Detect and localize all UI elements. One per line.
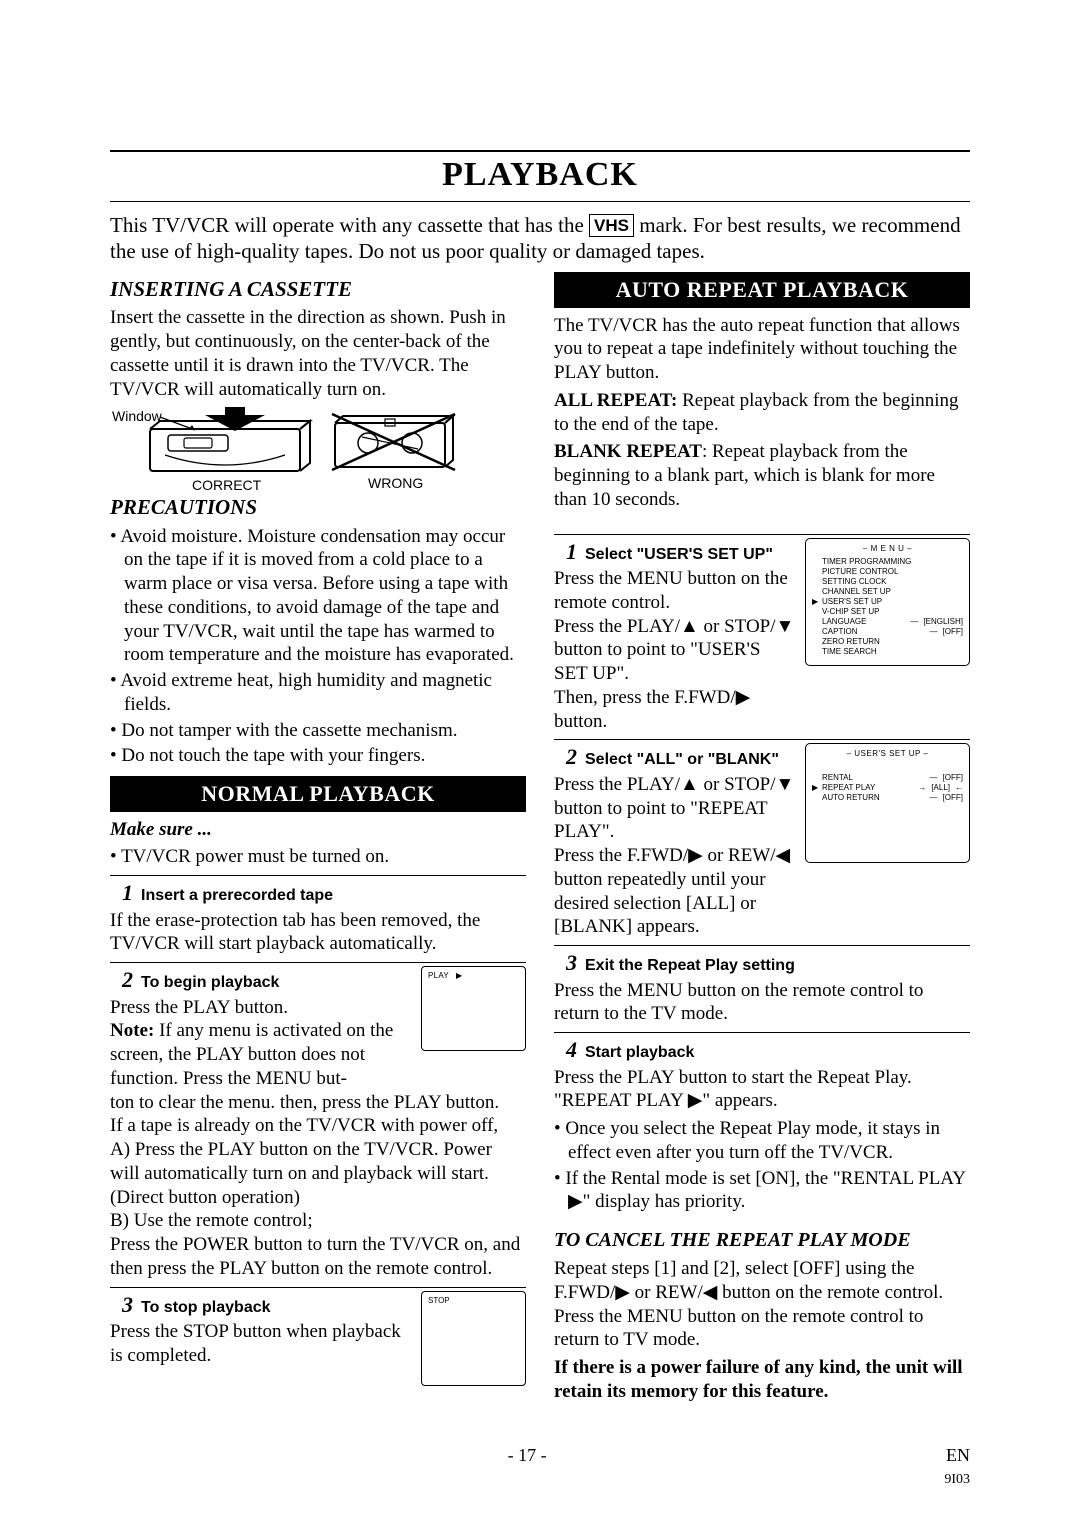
- intro-text-1: This TV/VCR will operate with any casset…: [110, 213, 589, 237]
- left-column: INSERTING A CASSETTE Insert the cassette…: [110, 272, 526, 1404]
- left-step-2-p4: If a tape is already on the TV/VCR with …: [110, 1114, 526, 1138]
- intro: This TV/VCR will operate with any casset…: [110, 212, 970, 265]
- list-item: Do not tamper with the cassette mechanis…: [110, 719, 526, 743]
- all-repeat-para: ALL REPEAT: Repeat playback from the beg…: [554, 389, 970, 437]
- menu-item: LANGUAGE—[ENGLISH]: [812, 617, 963, 627]
- right-step-1-num: 1: [554, 538, 577, 566]
- cancel-heading: TO CANCEL THE REPEAT PLAY MODE: [554, 1228, 970, 1253]
- cancel-p1: Repeat steps [1] and [2], select [OFF] u…: [554, 1257, 970, 1352]
- menu-2-title: – USER'S SET UP –: [812, 749, 963, 759]
- list-item: Avoid extreme heat, high humidity and ma…: [110, 669, 526, 717]
- right-step-1-p3: Then, press the F.FWD/▶ button.: [554, 686, 795, 734]
- right-column: AUTO REPEAT PLAYBACK The TV/VCR has the …: [554, 272, 970, 1404]
- right-step-2-p2: Press the F.FWD/▶ or REW/◀ button repeat…: [554, 844, 795, 939]
- left-step-1-num: 1: [110, 879, 133, 907]
- right-step-1-p1: Press the MENU button on the remote cont…: [554, 567, 795, 615]
- left-step-1-body: If the erase-protection tab has been rem…: [110, 909, 526, 957]
- left-step-2-p3: ton to clear the menu. then, press the P…: [110, 1091, 526, 1115]
- menu-screen-2: – USER'S SET UP – RENTAL—[OFF]▶REPEAT PL…: [805, 743, 970, 863]
- blank-repeat-para: BLANK REPEAT: Repeat playback from the b…: [554, 440, 970, 511]
- left-step-2-num: 2: [110, 966, 133, 994]
- menu-item: TIMER PROGRAMMING: [812, 557, 963, 567]
- footer-code: 9I03: [944, 1472, 970, 1487]
- right-step-4-p1: Press the PLAY button to start the Repea…: [554, 1066, 970, 1114]
- vhs-logo: VHS: [589, 214, 634, 237]
- cassette-diagram: Window CORRECT: [110, 405, 460, 490]
- menu-item: ▶REPEAT PLAY→[ALL]←: [812, 783, 963, 793]
- menu-item: AUTO RETURN—[OFF]: [812, 793, 963, 803]
- left-step-1-title: Insert a prerecorded tape: [141, 886, 333, 906]
- right-step-2-num: 2: [554, 743, 577, 771]
- svg-text:CORRECT: CORRECT: [192, 477, 262, 493]
- right-step-4-num: 4: [554, 1036, 577, 1064]
- normal-playback-banner: NORMAL PLAYBACK: [110, 776, 526, 812]
- left-step-3-num: 3: [110, 1291, 133, 1319]
- left-step-3-title: To stop playback: [141, 1298, 271, 1318]
- menu-item: TIME SEARCH: [812, 647, 963, 657]
- precautions-list: Avoid moisture. Moisture condensation ma…: [110, 525, 526, 769]
- menu-1-title: – M E N U –: [812, 544, 963, 554]
- right-step-3-title: Exit the Repeat Play setting: [585, 956, 795, 976]
- left-step-3-body: Press the STOP button when playback is c…: [110, 1320, 411, 1368]
- page-title: PLAYBACK: [110, 154, 970, 197]
- make-sure-heading: Make sure ...: [110, 818, 526, 842]
- play-button-diagram: PLAY▶: [421, 966, 526, 1051]
- right-step-4-bullets: Once you select the Repeat Play mode, it…: [554, 1117, 970, 1214]
- right-step-3-num: 3: [554, 949, 577, 977]
- footer-lang: EN: [946, 1445, 970, 1465]
- right-step-2-title: Select "ALL" or "BLANK": [585, 750, 779, 770]
- make-sure-list: TV/VCR power must be turned on.: [110, 845, 526, 869]
- menu-screen-1: – M E N U – TIMER PROGRAMMINGPICTURE CON…: [805, 538, 970, 666]
- menu-item: ▶USER'S SET UP: [812, 597, 963, 607]
- left-step-2-p5: A) Press the PLAY button on the TV/VCR. …: [110, 1138, 526, 1209]
- menu-item: RENTAL—[OFF]: [812, 773, 963, 783]
- right-step-4-title: Start playback: [585, 1043, 694, 1063]
- page-number: - 17 -: [110, 1444, 944, 1489]
- left-step-2-title: To begin playback: [141, 973, 279, 993]
- list-item: Once you select the Repeat Play mode, it…: [554, 1117, 970, 1165]
- right-step-1-title: Select "USER'S SET UP": [585, 545, 773, 565]
- precautions-heading: PRECAUTIONS: [110, 494, 526, 520]
- menu-item: PICTURE CONTROL: [812, 567, 963, 577]
- menu-item: V-CHIP SET UP: [812, 607, 963, 617]
- inserting-cassette-heading: INSERTING A CASSETTE: [110, 276, 526, 302]
- right-step-1-p2: Press the PLAY/▲ or STOP/▼ button to poi…: [554, 615, 795, 686]
- list-item: Do not touch the tape with your fingers.: [110, 744, 526, 768]
- stop-button-diagram: STOP: [421, 1291, 526, 1386]
- left-step-2-p6: B) Use the remote control;: [110, 1209, 526, 1233]
- left-step-2-p1: Press the PLAY button.: [110, 996, 411, 1020]
- list-item: TV/VCR power must be turned on.: [110, 845, 526, 869]
- menu-item: CHANNEL SET UP: [812, 587, 963, 597]
- page-footer: - 17 - EN 9I03: [110, 1444, 970, 1489]
- auto-repeat-intro: The TV/VCR has the auto repeat function …: [554, 314, 970, 385]
- auto-repeat-banner: AUTO REPEAT PLAYBACK: [554, 272, 970, 308]
- diag-window-label: Window: [112, 408, 163, 424]
- right-step-3-p1: Press the MENU button on the remote cont…: [554, 979, 970, 1027]
- inserting-cassette-body: Insert the cassette in the direction as …: [110, 306, 526, 401]
- left-step-2-p7: Press the POWER button to turn the TV/VC…: [110, 1233, 526, 1281]
- svg-text:WRONG: WRONG: [368, 475, 423, 491]
- list-item: Avoid moisture. Moisture condensation ma…: [110, 525, 526, 668]
- cancel-p2: If there is a power failure of any kind,…: [554, 1356, 970, 1404]
- list-item: If the Rental mode is set [ON], the "REN…: [554, 1167, 970, 1215]
- menu-item: ZERO RETURN: [812, 637, 963, 647]
- right-step-2-p1: Press the PLAY/▲ or STOP/▼ button to poi…: [554, 773, 795, 844]
- menu-item: SETTING CLOCK: [812, 577, 963, 587]
- menu-item: CAPTION—[OFF]: [812, 627, 963, 637]
- left-step-2-note: Note: If any menu is activated on the sc…: [110, 1019, 411, 1090]
